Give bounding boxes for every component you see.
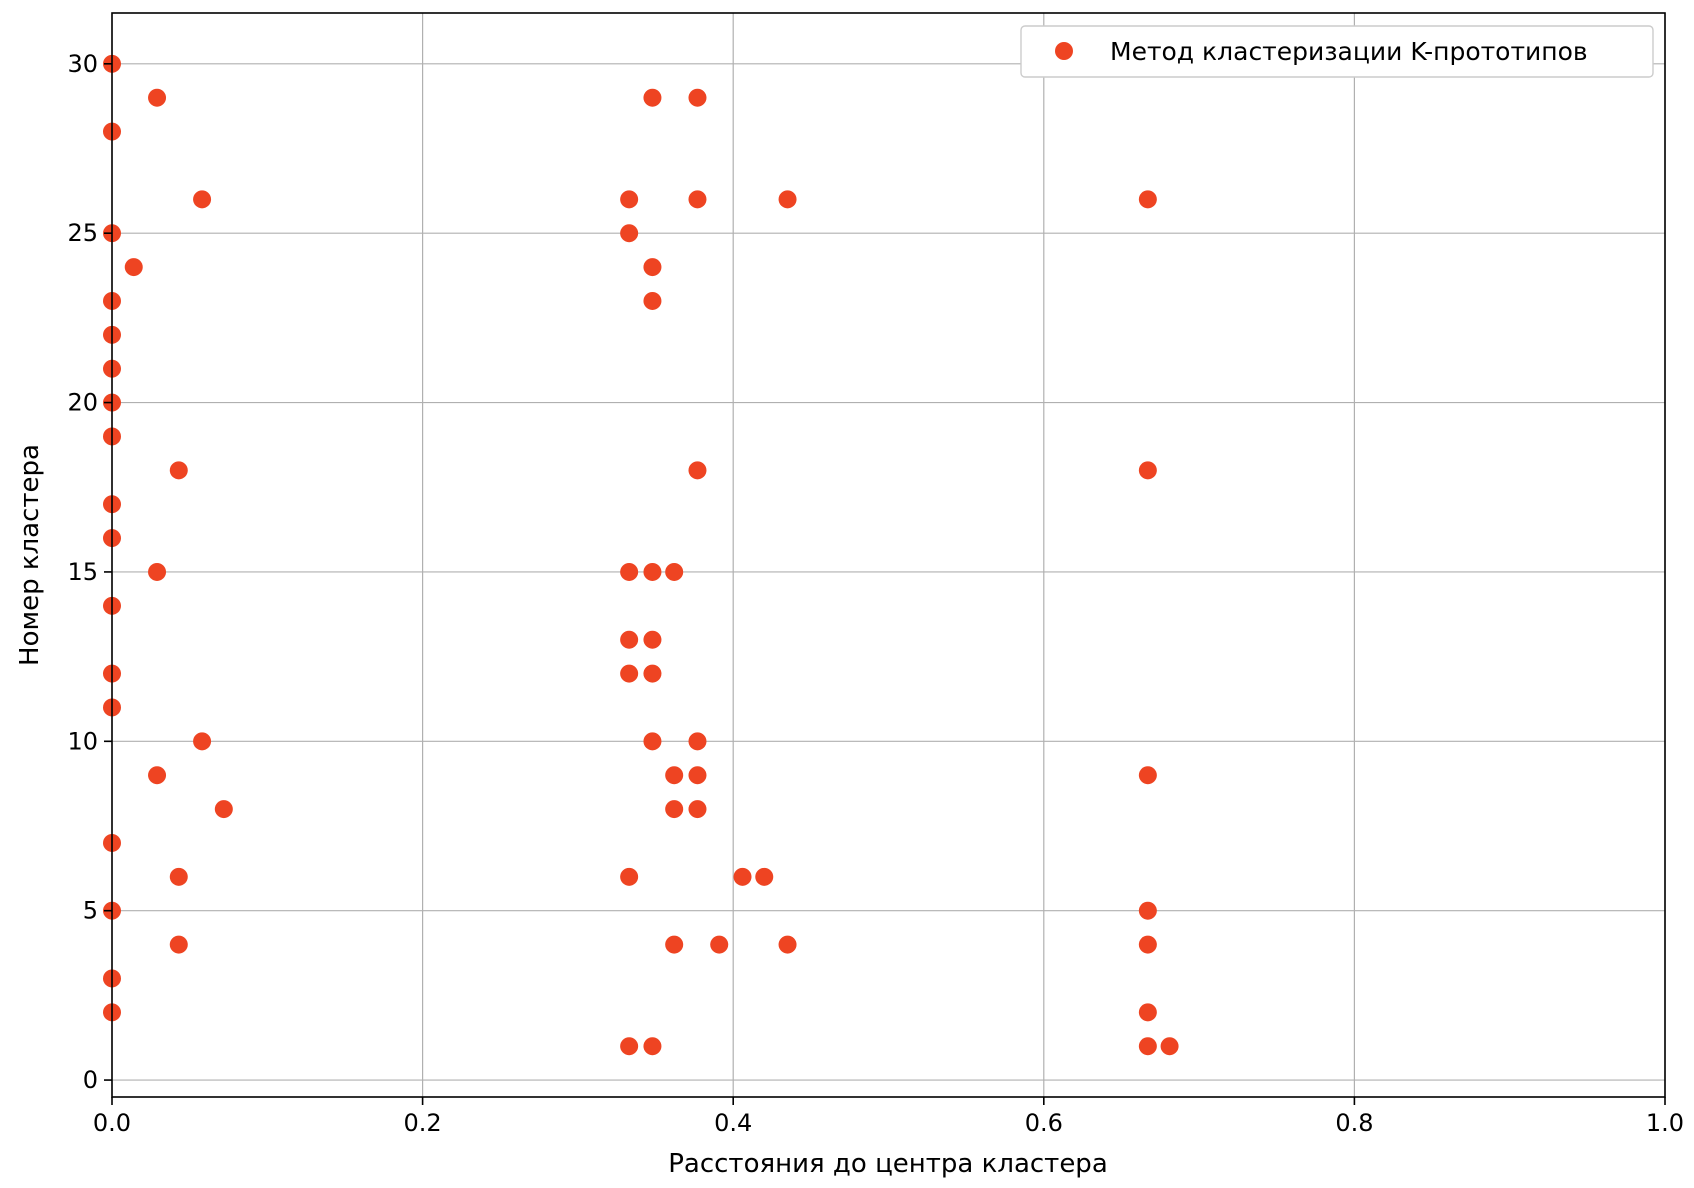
x-axis-label: Расстояния до центра кластера xyxy=(668,1149,1108,1179)
data-point xyxy=(148,88,167,107)
y-tick-label: 30 xyxy=(67,50,98,78)
data-point xyxy=(148,766,167,785)
data-point xyxy=(193,190,212,209)
data-point xyxy=(665,562,684,581)
legend: Метод кластеризации K-прототипов xyxy=(1020,25,1654,78)
data-point xyxy=(1138,766,1157,785)
data-point xyxy=(620,664,639,683)
y-axis-label: Номер кластера xyxy=(15,444,45,666)
data-point xyxy=(665,766,684,785)
y-tick-label: 5 xyxy=(83,897,98,925)
data-point xyxy=(124,258,143,277)
y-axis-ticks: 0 5 10 15 20 25 30 xyxy=(67,50,112,1094)
data-point xyxy=(643,732,662,751)
y-tick-label: 25 xyxy=(67,219,98,247)
data-point xyxy=(688,88,707,107)
y-tick-label: 20 xyxy=(67,389,98,417)
data-point xyxy=(620,867,639,886)
data-point xyxy=(1138,901,1157,920)
legend-label: Метод кластеризации K-прототипов xyxy=(1110,37,1588,66)
data-point xyxy=(1138,461,1157,480)
data-point xyxy=(755,867,774,886)
data-point xyxy=(1138,1037,1157,1056)
legend-marker xyxy=(1055,42,1073,60)
data-point xyxy=(643,291,662,310)
data-point xyxy=(620,562,639,581)
x-tick-label: 0.6 xyxy=(1025,1109,1063,1137)
y-tick-label: 10 xyxy=(67,727,98,755)
data-point xyxy=(643,664,662,683)
data-point xyxy=(643,630,662,649)
plot-frame xyxy=(111,12,1666,1098)
data-point xyxy=(169,461,188,480)
x-tick-label: 0.8 xyxy=(1335,1109,1373,1137)
data-point xyxy=(665,935,684,954)
data-point xyxy=(688,461,707,480)
legend-box xyxy=(1020,25,1654,78)
y-tick-label: 0 xyxy=(83,1066,98,1094)
data-point xyxy=(169,935,188,954)
x-axis-ticks: 0.0 0.2 0.4 0.6 0.8 1.0 xyxy=(93,1097,1684,1137)
data-point xyxy=(620,224,639,243)
x-tick-label: 0.2 xyxy=(404,1109,442,1137)
data-points xyxy=(103,54,1179,1056)
data-point xyxy=(665,800,684,819)
data-point xyxy=(620,630,639,649)
data-point xyxy=(778,935,797,954)
y-tick-label: 15 xyxy=(67,558,98,586)
x-tick-label: 1.0 xyxy=(1646,1109,1684,1137)
data-point xyxy=(1138,935,1157,954)
data-point xyxy=(620,1037,639,1056)
data-point xyxy=(214,800,233,819)
data-point xyxy=(148,562,167,581)
data-point xyxy=(1138,1003,1157,1022)
data-point xyxy=(620,190,639,209)
data-point xyxy=(688,766,707,785)
x-tick-label: 0.0 xyxy=(93,1109,131,1137)
data-point xyxy=(169,867,188,886)
data-point xyxy=(643,258,662,277)
data-point xyxy=(1160,1037,1179,1056)
data-point xyxy=(643,562,662,581)
data-point xyxy=(643,1037,662,1056)
data-point xyxy=(710,935,729,954)
data-point xyxy=(1138,190,1157,209)
x-tick-label: 0.4 xyxy=(714,1109,752,1137)
data-point xyxy=(778,190,797,209)
data-point xyxy=(193,732,212,751)
data-point xyxy=(688,800,707,819)
data-point xyxy=(688,732,707,751)
data-point xyxy=(688,190,707,209)
data-point xyxy=(733,867,752,886)
data-point xyxy=(643,88,662,107)
